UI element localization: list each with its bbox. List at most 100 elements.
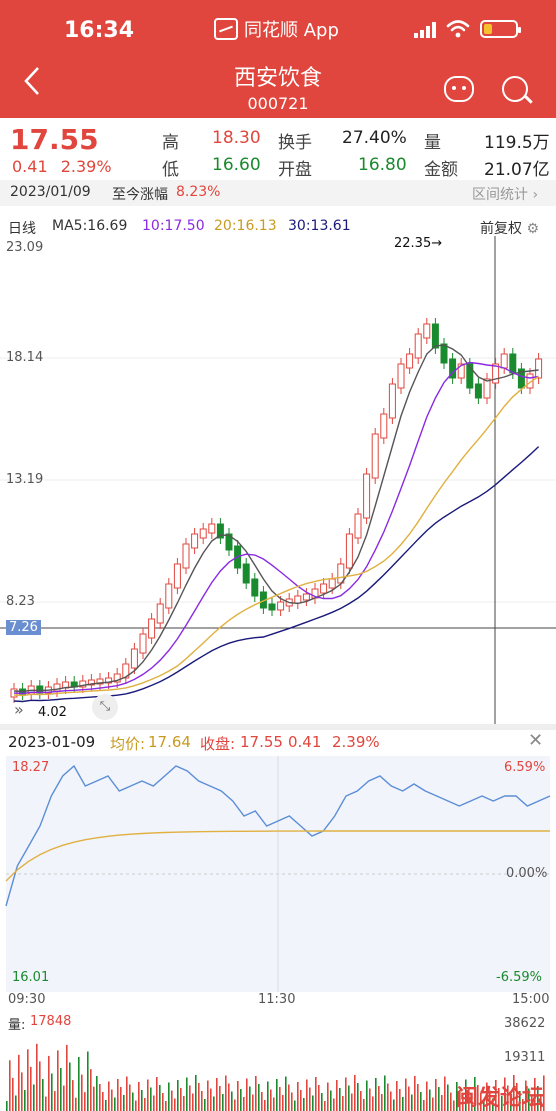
volume-bar (168, 1082, 170, 1111)
volume-bar (423, 1100, 425, 1111)
volume-bar (414, 1076, 416, 1111)
candle (500, 353, 508, 369)
candle (122, 663, 130, 679)
volume-bar (24, 1090, 26, 1111)
volume-bar (387, 1083, 389, 1111)
current-price: 17.55 (10, 123, 99, 156)
volume-bar (510, 1093, 512, 1111)
volume-bar (78, 1057, 80, 1111)
expand-left-icon[interactable]: » (14, 700, 24, 719)
candle (397, 363, 405, 389)
open-value: 16.80 (358, 155, 407, 175)
volume-bar (177, 1080, 179, 1111)
volume-bar (531, 1096, 533, 1111)
volume-bar (291, 1092, 293, 1111)
volume-bar (66, 1044, 68, 1111)
since-label: 至今涨幅 (112, 187, 168, 203)
adjust-label: 前复权 (480, 221, 522, 237)
candle (517, 368, 525, 389)
volume-value: 119.5万 (484, 133, 550, 153)
volume-bar (408, 1086, 410, 1111)
volume-bar (99, 1084, 101, 1111)
volume-bar (111, 1089, 113, 1111)
volume-bar (429, 1089, 431, 1111)
fullscreen-icon[interactable]: ⤡ (92, 694, 118, 720)
robot-assistant-icon[interactable] (444, 76, 474, 102)
candle (423, 323, 431, 339)
volume-bar (357, 1083, 359, 1111)
volume-bar (465, 1079, 467, 1111)
volume-bar (192, 1093, 194, 1111)
avg-price-line (5, 830, 550, 882)
volume-bar (486, 1082, 488, 1111)
volume-bar (285, 1076, 287, 1111)
amount-label: 金额 (424, 160, 458, 180)
volume-bar (267, 1081, 269, 1111)
kline-indicator-bar: 日线 MA5:16.69 10:17.50 20:16.13 30:13.61 … (0, 214, 556, 238)
volume-bar (12, 1077, 14, 1111)
kline-y-label-3: 13.19 (6, 472, 44, 487)
volume-bar (105, 1100, 107, 1111)
range-stats-button[interactable]: 区间统计 › (472, 187, 539, 203)
volume-bar (354, 1075, 356, 1111)
volume-bar (420, 1092, 422, 1111)
intraday-change: 0.41 (288, 733, 322, 751)
back-button[interactable] (22, 66, 42, 102)
volume-bar (159, 1085, 161, 1111)
volume-bar (120, 1087, 122, 1111)
since-value: 8.23% (176, 184, 221, 200)
volume-bar (303, 1098, 305, 1111)
volume-bar (342, 1096, 344, 1111)
volume-bar (216, 1078, 218, 1111)
volume-bar (540, 1094, 542, 1111)
volume-bar (534, 1078, 536, 1111)
volume-bar (6, 1101, 8, 1111)
ma10-line (13, 361, 539, 695)
volume-chart (6, 1043, 545, 1111)
volume-bar (165, 1101, 167, 1111)
volume-bar (147, 1079, 149, 1111)
volume-label: 量 (424, 133, 441, 153)
volume-bar (288, 1084, 290, 1111)
candle (431, 323, 439, 349)
volume-bar (30, 1066, 32, 1111)
price-change: 0.41 2.39% (12, 157, 112, 176)
intraday-high-price: 18.27 (12, 760, 50, 775)
status-icons (414, 20, 521, 38)
volume-bar (315, 1077, 317, 1111)
intraday-change-pct: 2.39% (332, 733, 380, 751)
candle (182, 543, 190, 569)
candle (225, 533, 233, 551)
amount-value: 21.07亿 (484, 160, 550, 180)
candle (173, 563, 181, 589)
volume-bar (240, 1089, 242, 1111)
candle (380, 413, 388, 439)
volume-bar (87, 1051, 89, 1111)
volume-bar (297, 1082, 299, 1111)
candle (87, 679, 95, 686)
turnover-value: 27.40% (342, 128, 407, 148)
time-label-open: 09:30 (8, 992, 46, 1007)
volume-bar (39, 1061, 41, 1111)
volume-bar (417, 1084, 419, 1111)
volume-bar (213, 1096, 215, 1111)
candle (268, 603, 276, 611)
kline-min-label: 4.02 (38, 705, 67, 720)
signal-icon (414, 22, 436, 38)
close-icon[interactable]: ✕ (528, 730, 544, 751)
candle (414, 333, 422, 359)
divider (0, 724, 556, 730)
volume-bar (72, 1080, 74, 1111)
candle (105, 677, 113, 684)
adjust-button[interactable]: 前复权 ⚙ (480, 218, 539, 238)
period-tab[interactable]: 日线 (8, 221, 36, 237)
kline-chart[interactable] (0, 236, 556, 726)
intraday-chart[interactable] (0, 756, 556, 992)
candle (79, 680, 87, 688)
time-label-close: 15:00 (512, 992, 550, 1007)
avg-value: 17.64 (148, 733, 191, 751)
search-icon[interactable] (502, 76, 528, 102)
volume-bar (27, 1049, 29, 1111)
ma20-value: 20:16.13 (214, 218, 277, 234)
volume-bar (369, 1088, 371, 1111)
